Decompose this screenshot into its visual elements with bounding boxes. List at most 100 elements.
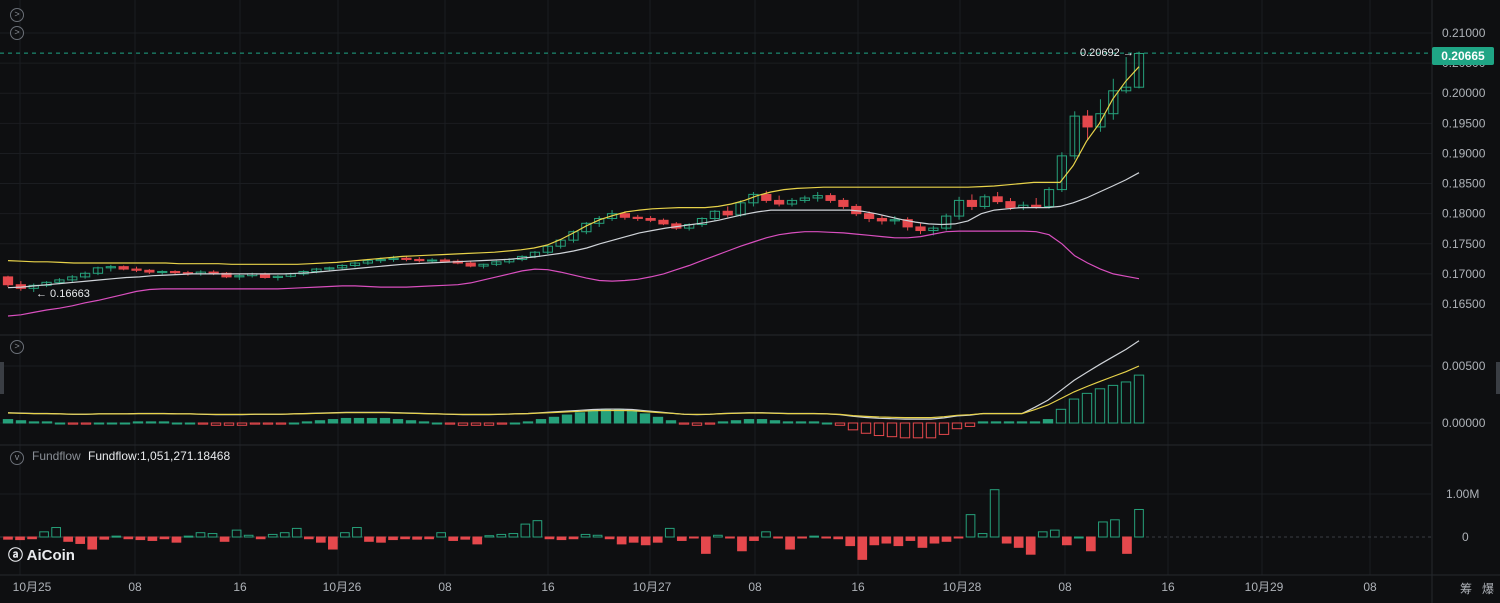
fundflow-bar	[664, 527, 675, 538]
candle-body	[234, 275, 245, 278]
fundflow-bar	[701, 536, 711, 554]
macd-histogram-bar	[678, 422, 690, 425]
candle-body	[709, 210, 721, 219]
candle-body	[542, 245, 553, 253]
macd-histogram-bar	[210, 422, 222, 426]
candle-body	[388, 257, 399, 260]
fundflow-bar	[737, 536, 747, 552]
time-axis-label: 16	[233, 580, 247, 594]
fundflow-bar	[965, 514, 976, 538]
candle-body	[619, 213, 631, 218]
macd-histogram-bar	[2, 419, 14, 424]
fundflow-bar	[159, 536, 170, 540]
macd-histogram-bar	[93, 422, 105, 425]
fundflow-bar	[1061, 536, 1072, 546]
ma-pink-line	[7, 230, 1140, 317]
candle-body	[812, 195, 823, 199]
fundflow-bar	[1098, 521, 1108, 538]
fundflow-bar	[183, 535, 194, 538]
fundflow-bar	[123, 536, 134, 540]
macd-histogram-bar	[184, 422, 196, 425]
macd-histogram-bar	[912, 422, 924, 439]
macd-histogram-bar	[314, 420, 326, 424]
candle-body	[311, 268, 322, 272]
candle-body	[105, 266, 116, 269]
aicoin-logo: ⓐ AiCoin	[8, 544, 75, 565]
fundflow-axis-label: 1.00M	[1446, 487, 1479, 501]
chips-button[interactable]: 筹	[1460, 582, 1473, 596]
fundflow-bar	[424, 536, 434, 540]
macd-histogram-bar	[340, 417, 352, 424]
expand-indicator-icon[interactable]: >	[10, 26, 24, 40]
fundflow-bar	[219, 536, 230, 542]
fundflow-bar	[580, 533, 591, 538]
macd-histogram-bar	[860, 422, 872, 434]
candle-body	[696, 217, 708, 226]
right-drawer-handle[interactable]	[1496, 362, 1500, 394]
macd-histogram-bar	[743, 419, 755, 424]
macd-histogram-bar	[444, 422, 456, 425]
macd-histogram-bar	[119, 422, 131, 425]
collapse-fundflow-icon[interactable]: v	[10, 451, 24, 465]
macd-histogram-bar	[1107, 384, 1119, 424]
time-axis-label: 10月29	[1245, 580, 1284, 594]
macd-histogram-bar	[1042, 419, 1054, 424]
fundflow-bar	[532, 520, 543, 538]
macd-histogram-bar	[496, 422, 508, 425]
candle-body	[902, 219, 913, 228]
candle-body	[658, 219, 669, 225]
macd-histogram-bar	[418, 421, 430, 424]
macd-histogram-bar	[158, 421, 170, 424]
fundflow-bar	[3, 536, 13, 540]
fundflow-bar	[51, 527, 61, 538]
macd-axis-label: 0.00000	[1442, 416, 1486, 430]
left-drawer-handle[interactable]	[0, 362, 4, 394]
fundflow-bar	[881, 536, 892, 544]
macd-histogram-bar	[665, 420, 677, 424]
macd-histogram-bar	[808, 421, 820, 424]
candle-body	[941, 215, 952, 229]
macd-histogram-bar	[522, 421, 534, 424]
time-axis-label: 08	[1058, 580, 1072, 594]
time-axis-label: 16	[541, 580, 555, 594]
fundflow-bar	[75, 536, 86, 544]
fundflow-indicator-name[interactable]: Fundflow	[32, 449, 81, 463]
fundflow-bar	[905, 536, 916, 541]
fundflow-bar	[941, 536, 952, 542]
collapse-macd-icon[interactable]: >	[10, 340, 24, 354]
fundflow-bar	[713, 534, 723, 538]
time-axis-label: 10月27	[633, 580, 672, 594]
candle-body	[349, 262, 361, 266]
macd-histogram-bar	[431, 422, 443, 425]
candle-body	[426, 259, 438, 262]
fundflow-bar	[628, 536, 639, 543]
fundflow-bar	[1134, 508, 1144, 538]
macd-histogram-bar	[951, 422, 963, 430]
price-axis-label: 0.18500	[1442, 177, 1486, 191]
candle-body	[555, 239, 566, 247]
fundflow-bar	[291, 527, 302, 538]
macd-histogram-bar	[54, 422, 66, 425]
fundflow-bar	[652, 536, 663, 543]
fundflow-bar	[231, 529, 242, 538]
candle-body	[992, 196, 1003, 203]
candle-body	[79, 272, 91, 278]
fundflow-bar	[27, 536, 37, 540]
candle-body	[401, 257, 412, 260]
candle-body	[1031, 204, 1042, 207]
candle-body	[144, 269, 155, 273]
macd-histogram-bar	[587, 409, 599, 424]
candle-body	[375, 258, 386, 262]
candle-body	[414, 258, 425, 262]
candle-body	[581, 222, 592, 233]
price-axis-label: 0.20000	[1442, 86, 1486, 100]
collapse-main-icon[interactable]: >	[10, 8, 24, 22]
price-axis-label: 0.19000	[1442, 146, 1486, 160]
macd-histogram-bar	[925, 422, 937, 439]
candle-body	[1069, 115, 1080, 157]
fundflow-bar	[400, 536, 410, 540]
macd-histogram-bar	[80, 422, 92, 425]
liquidation-button[interactable]: 爆	[1482, 582, 1495, 596]
fundflow-bar	[255, 536, 266, 540]
